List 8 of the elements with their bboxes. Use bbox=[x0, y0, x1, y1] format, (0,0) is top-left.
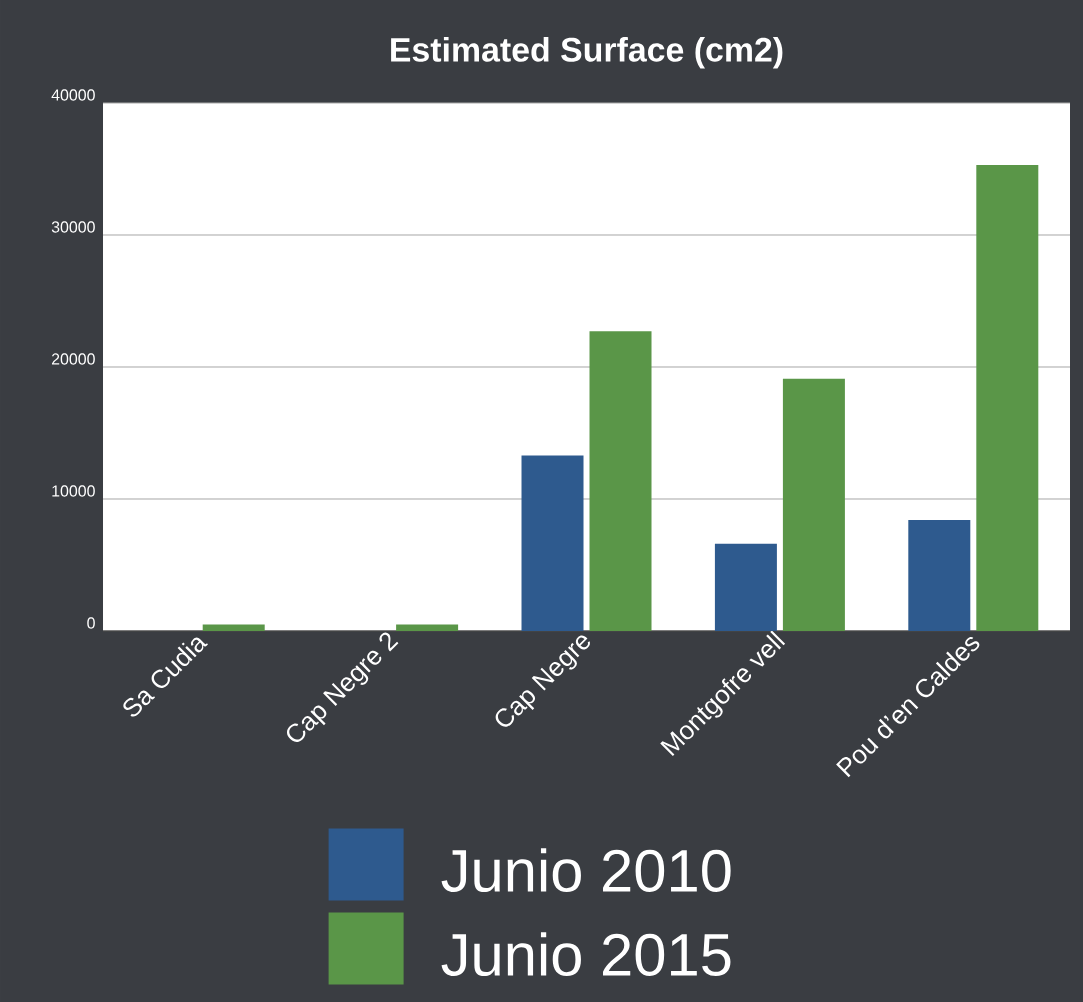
legend-label: Junio 2015 bbox=[441, 932, 731, 977]
chart-title: Estimated Surface (cm2) bbox=[391, 36, 783, 69]
y-tick-label: 0 bbox=[87, 617, 95, 629]
y-tick-label: 30000 bbox=[51, 221, 95, 233]
legend-label: Junio 2010 bbox=[441, 848, 731, 893]
y-tick-label: 40000 bbox=[51, 89, 95, 101]
y-tick-label: 10000 bbox=[52, 485, 95, 497]
y-tick-label: 20000 bbox=[51, 353, 95, 365]
